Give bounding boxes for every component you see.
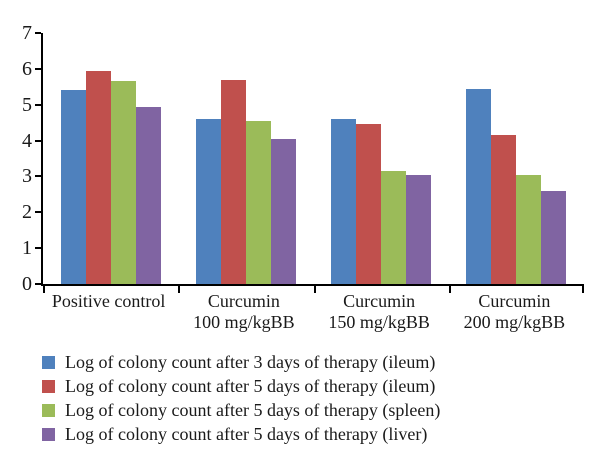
bar [195,119,221,284]
legend-item: Log of colony count after 5 days of ther… [42,374,440,398]
bar [60,90,86,284]
y-axis-tick-label: 1 [22,237,32,260]
legend-swatch [42,427,55,441]
y-axis-tick-label: 5 [22,93,32,116]
legend-swatch [42,379,55,393]
x-axis-tick [178,286,181,293]
legend-label: Log of colony count after 5 days of ther… [65,424,428,444]
bar [245,120,271,284]
x-axis-tick [582,286,584,293]
x-axis-category-label: Positive control [51,291,166,311]
bar [220,79,246,284]
x-axis-category-label: Curcumin 200 mg/kgBB [463,291,566,332]
bar [270,138,296,284]
x-axis-category-label: Curcumin 150 mg/kgBB [328,291,430,332]
legend-swatch [42,355,55,369]
y-axis-tick [35,139,41,142]
y-axis-tick [35,211,41,214]
x-axis-tick [448,286,451,293]
legend-item: Log of colony count after 5 days of ther… [42,422,440,446]
legend-item: Log of colony count after 5 days of ther… [42,398,440,422]
bar [331,119,357,284]
bar [541,190,567,284]
bar [466,88,492,284]
legend: Log of colony count after 3 days of ther… [42,350,440,446]
plot-area [35,32,584,293]
y-axis-tick [35,175,41,178]
y-axis-tick-label: 3 [22,165,32,188]
legend-label: Log of colony count after 5 days of ther… [65,400,441,420]
bar [135,106,161,284]
y-axis-tick [35,247,41,250]
bar [491,135,517,284]
legend-label: Log of colony count after 3 days of ther… [65,352,436,372]
y-axis-tick-label: 4 [22,129,32,152]
bar [85,70,111,284]
x-axis-tick [43,286,45,293]
y-axis-tick [35,283,41,285]
bar [381,171,407,284]
y-axis-tick-label: 6 [22,57,32,80]
legend-swatch [42,403,55,417]
legend-item: Log of colony count after 3 days of ther… [42,350,440,374]
y-axis-tick [35,67,41,70]
y-axis-tick-label: 2 [22,201,32,224]
y-axis-tick [35,103,41,106]
bar [356,124,382,284]
y-axis-tick [35,32,41,34]
x-axis-category-label: Curcumin 100 mg/kgBB [193,291,295,332]
bar [516,174,542,284]
y-axis-tick-label: 7 [22,22,32,44]
bar [110,81,136,284]
bar [406,174,432,284]
legend-label: Log of colony count after 5 days of ther… [65,376,436,396]
x-axis-tick [313,286,316,293]
y-axis-tick-label: 0 [22,273,32,295]
